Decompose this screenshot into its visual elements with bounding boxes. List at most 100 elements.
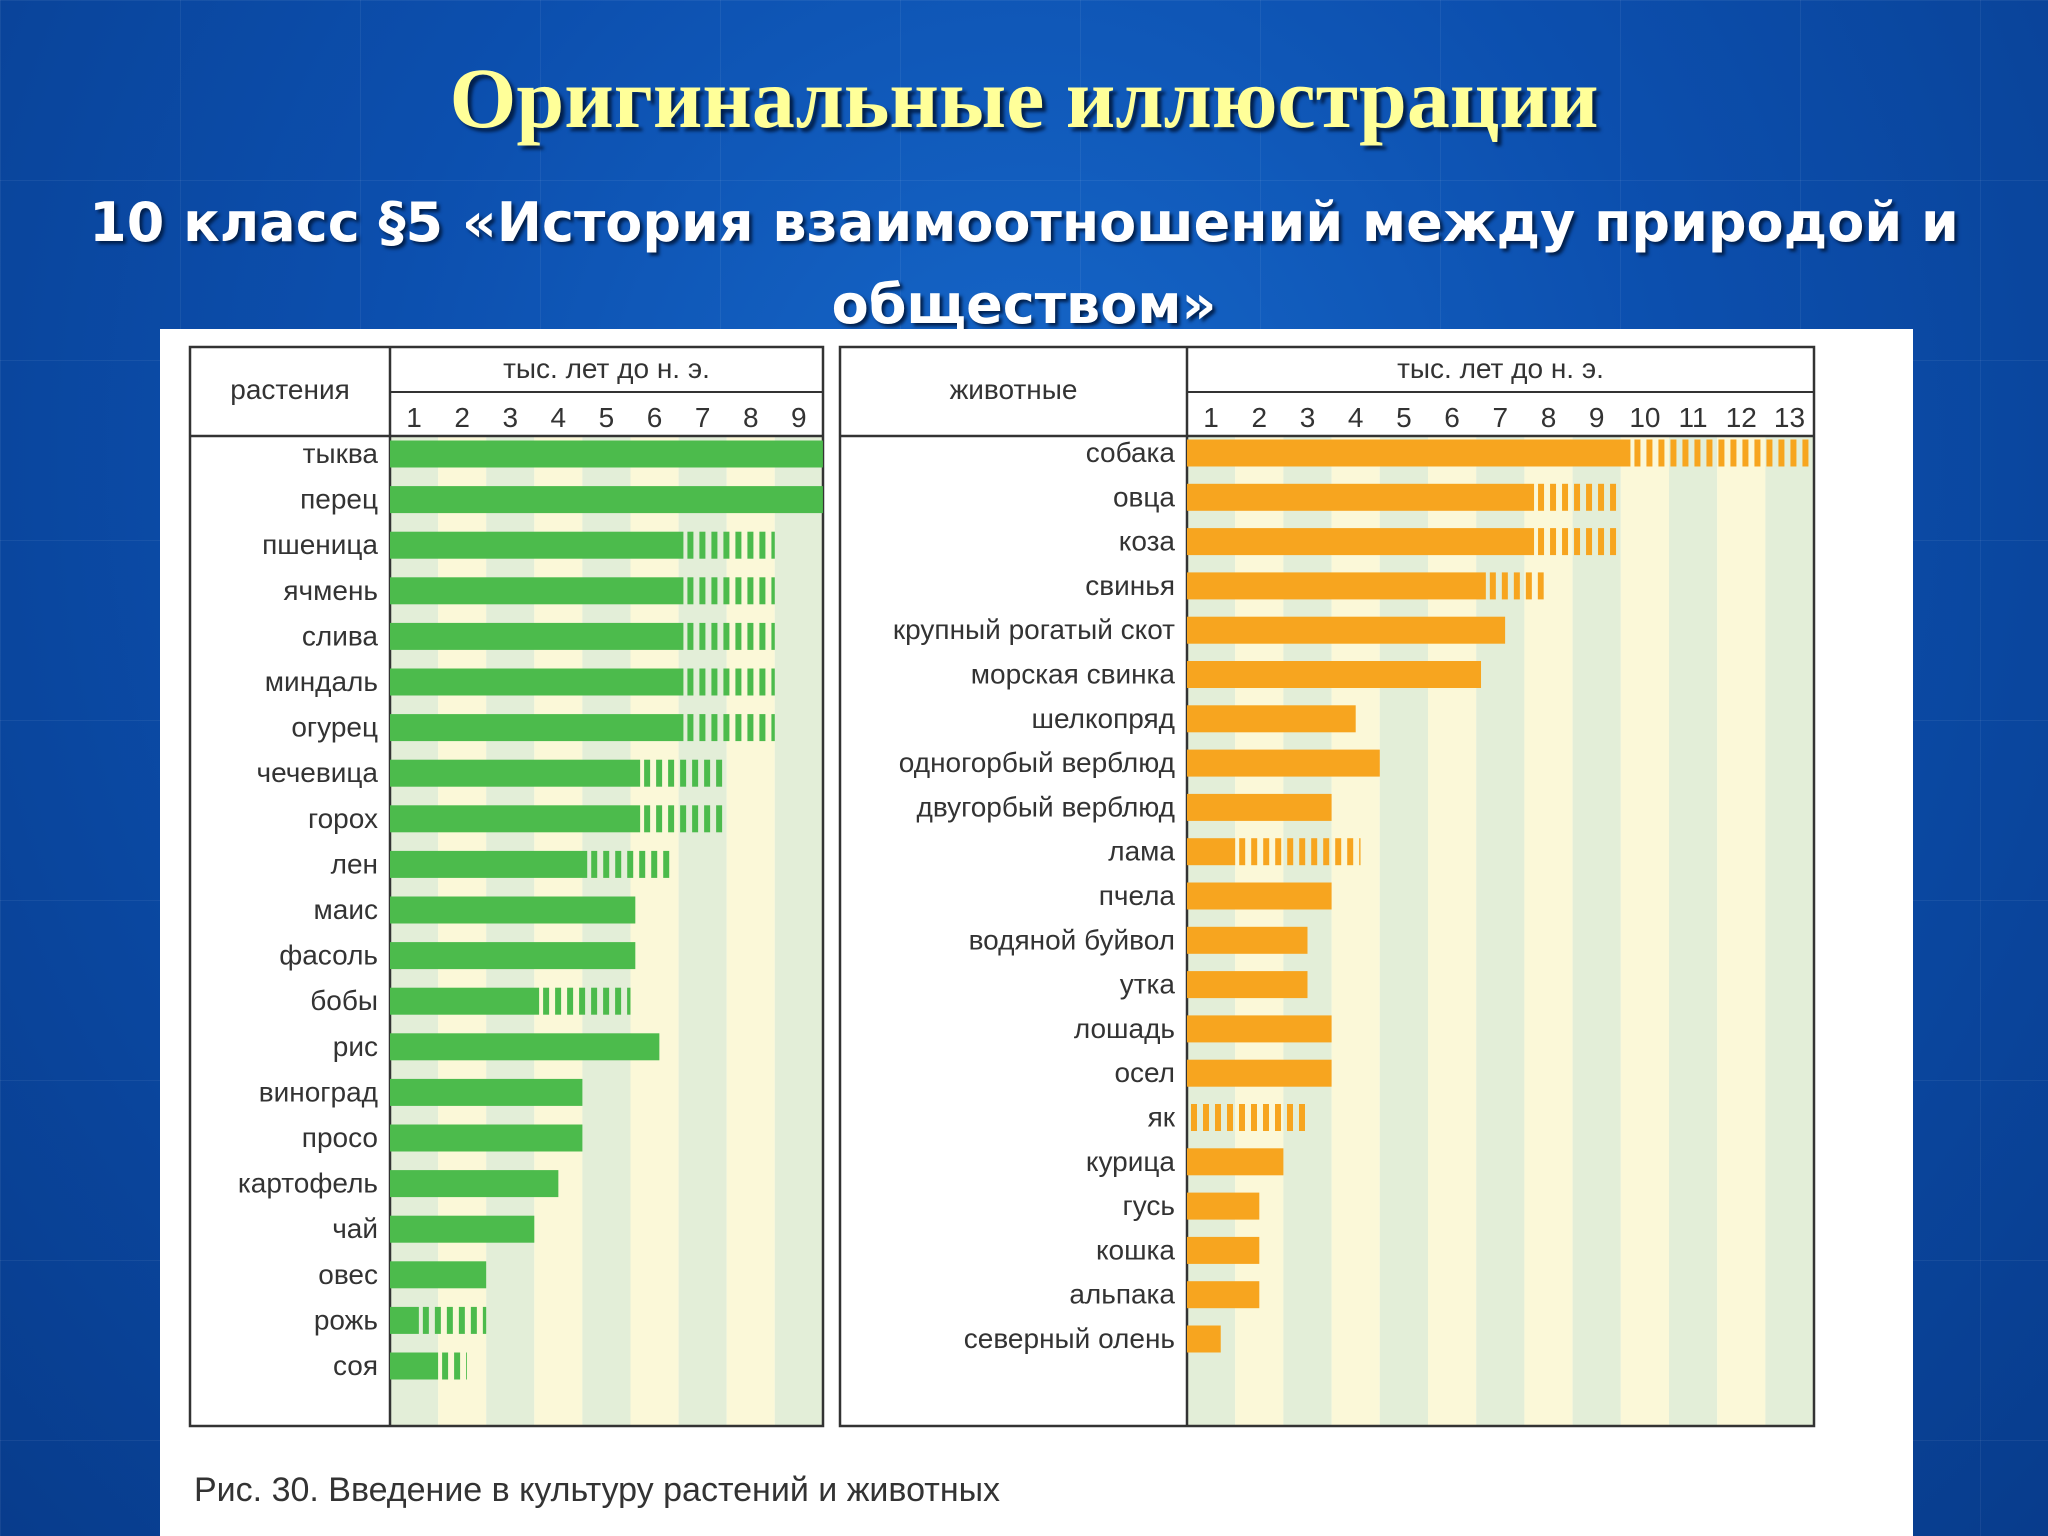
animals-bar-dash <box>1501 572 1508 600</box>
plants-bar-dash <box>747 531 754 559</box>
plants-bar-solid <box>390 1170 559 1198</box>
animals-category-label: крупный рогатый скот <box>893 614 1175 645</box>
plants-bar-dash <box>687 531 694 559</box>
animals-bar-dash <box>1634 439 1641 467</box>
animals-bar-dashed <box>1538 483 1617 511</box>
plants-bar-dashed <box>644 759 723 787</box>
animals-bar-solid <box>1187 1192 1260 1220</box>
plants-bar-dash <box>759 531 766 559</box>
animals-bar-dash <box>1718 439 1725 467</box>
plants-bar-dash <box>656 805 663 833</box>
animals-bar-solid <box>1187 882 1332 910</box>
plants-bar-dash <box>603 850 610 878</box>
plants-bar-solid <box>390 850 588 878</box>
plants-tick-label: 8 <box>743 402 759 433</box>
plants-bar-dash <box>699 714 706 742</box>
animals-bar-dash <box>1251 1104 1257 1131</box>
plants-category-label: чай <box>332 1213 378 1244</box>
plants-bar-dash <box>591 987 598 1015</box>
animals-bar-dash <box>1251 838 1258 866</box>
animals-tick-label: 8 <box>1541 402 1557 433</box>
animals-bar-dash <box>1538 483 1545 511</box>
animals-bar-dash <box>1203 1104 1209 1131</box>
plants-bar-dash <box>446 1306 453 1334</box>
plants-bar-solid <box>390 1033 660 1061</box>
animals-tick-label: 5 <box>1396 402 1412 433</box>
animals-category-label: свинья <box>1085 570 1175 601</box>
animals-bar-dash <box>1263 1104 1269 1131</box>
plants-bar-dash <box>687 577 694 605</box>
animals-category-label: морская свинка <box>971 659 1176 690</box>
animals-bar-dash <box>1513 572 1520 600</box>
plants-bar-dash <box>711 531 718 559</box>
plants-bar-dash <box>687 668 694 696</box>
animals-bar-solid <box>1187 926 1308 954</box>
plants-category-label: ячмень <box>283 575 378 606</box>
plants-bar-dashed <box>644 805 723 833</box>
plants-bar-dashed <box>442 1352 467 1380</box>
figure-panel: растения тыс. лет до н. э. 1 2 3 4 5 6 7 8 9 тыква п… <box>160 329 1913 1536</box>
plants-axis-header: тыс. лет до н. э. <box>503 353 710 384</box>
plants-bar-dash <box>747 622 754 650</box>
animals-bar-dash <box>1562 483 1569 511</box>
plants-bar-dash <box>692 805 699 833</box>
animals-tick-label: 1 <box>1203 402 1219 433</box>
plants-bar-dash <box>680 759 687 787</box>
plants-bar-dash <box>680 805 687 833</box>
plants-bar-dash <box>711 668 718 696</box>
animals-bar-dash <box>1275 1104 1281 1131</box>
plants-bar-solid <box>390 622 684 650</box>
animals-tick-label: 2 <box>1252 402 1268 433</box>
plants-bar-dash <box>759 577 766 605</box>
animals-bar-solid <box>1187 439 1631 467</box>
animals-bar-dash <box>1778 439 1785 467</box>
plants-bar-dashed <box>687 531 775 559</box>
plants-column-stripe <box>774 436 823 1426</box>
animals-bar-dash <box>1790 439 1797 467</box>
plants-bar-solid <box>390 759 641 787</box>
plants-bar-dash <box>723 714 730 742</box>
plants-bar-dash <box>639 850 646 878</box>
plants-bar-dash <box>567 987 574 1015</box>
animals-bar-solid <box>1187 572 1486 600</box>
animals-category-label: гусь <box>1123 1190 1176 1221</box>
animals-bar-dash <box>1287 1104 1293 1131</box>
animals-bar-dash <box>1646 439 1653 467</box>
animals-bar-solid <box>1187 1236 1260 1264</box>
animals-category-label: северный олень <box>964 1323 1175 1354</box>
animals-column-stripe <box>1717 436 1766 1426</box>
animals-bar-dash <box>1586 528 1593 556</box>
animals-tick-label: 13 <box>1774 402 1805 433</box>
animals-category-label: лама <box>1108 836 1175 867</box>
plants-bar-dash <box>482 1306 487 1334</box>
plants-bar-dash <box>692 759 699 787</box>
animals-tick-label: 9 <box>1589 402 1605 433</box>
plants-bar-dash <box>668 759 675 787</box>
animals-bar-dash <box>1574 483 1581 511</box>
animals-category-label: двугорбый верблюд <box>917 791 1175 822</box>
plants-tick-label: 7 <box>695 402 711 433</box>
plants-bar-dash <box>771 531 775 559</box>
animals-bar-dash <box>1525 572 1532 600</box>
animals-bar-dash <box>1754 439 1761 467</box>
animals-bar-solid <box>1187 1148 1284 1176</box>
plants-bar-solid <box>390 1261 487 1289</box>
animals-bar-dash <box>1239 1104 1245 1131</box>
plants-bar-dash <box>759 714 766 742</box>
animals-bar-dash <box>1239 838 1246 866</box>
animals-category-label: шелкопряд <box>1032 703 1176 734</box>
animals-bar-dash <box>1658 439 1665 467</box>
plants-bar-dash <box>704 805 711 833</box>
animals-column-stripe <box>1476 436 1525 1426</box>
plants-bar-dash <box>747 577 754 605</box>
animals-column-stripe <box>1765 436 1814 1426</box>
animals-column-stripe <box>1331 436 1380 1426</box>
animals-bar-dash <box>1537 572 1544 600</box>
animals-category-label: як <box>1148 1102 1176 1133</box>
plants-category-label: картофель <box>238 1168 378 1199</box>
animals-column-stripe <box>1572 436 1621 1426</box>
plants-bar-solid <box>390 1078 583 1106</box>
plants-tick-label: 3 <box>502 402 518 433</box>
plants-bar-dash <box>699 668 706 696</box>
plants-category-label: виноград <box>259 1076 378 1107</box>
